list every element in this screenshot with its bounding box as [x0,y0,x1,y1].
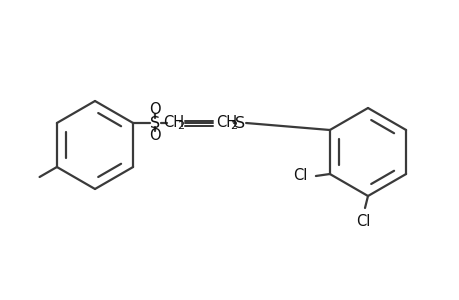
Text: 2: 2 [230,121,237,130]
Text: CH: CH [216,115,237,130]
Text: CH: CH [163,115,184,130]
Text: Cl: Cl [293,167,307,182]
Text: O: O [149,101,161,116]
Text: S: S [150,116,160,130]
Text: 2: 2 [177,121,184,130]
Text: O: O [149,128,161,142]
Text: Cl: Cl [355,214,369,229]
Text: S: S [235,116,245,130]
